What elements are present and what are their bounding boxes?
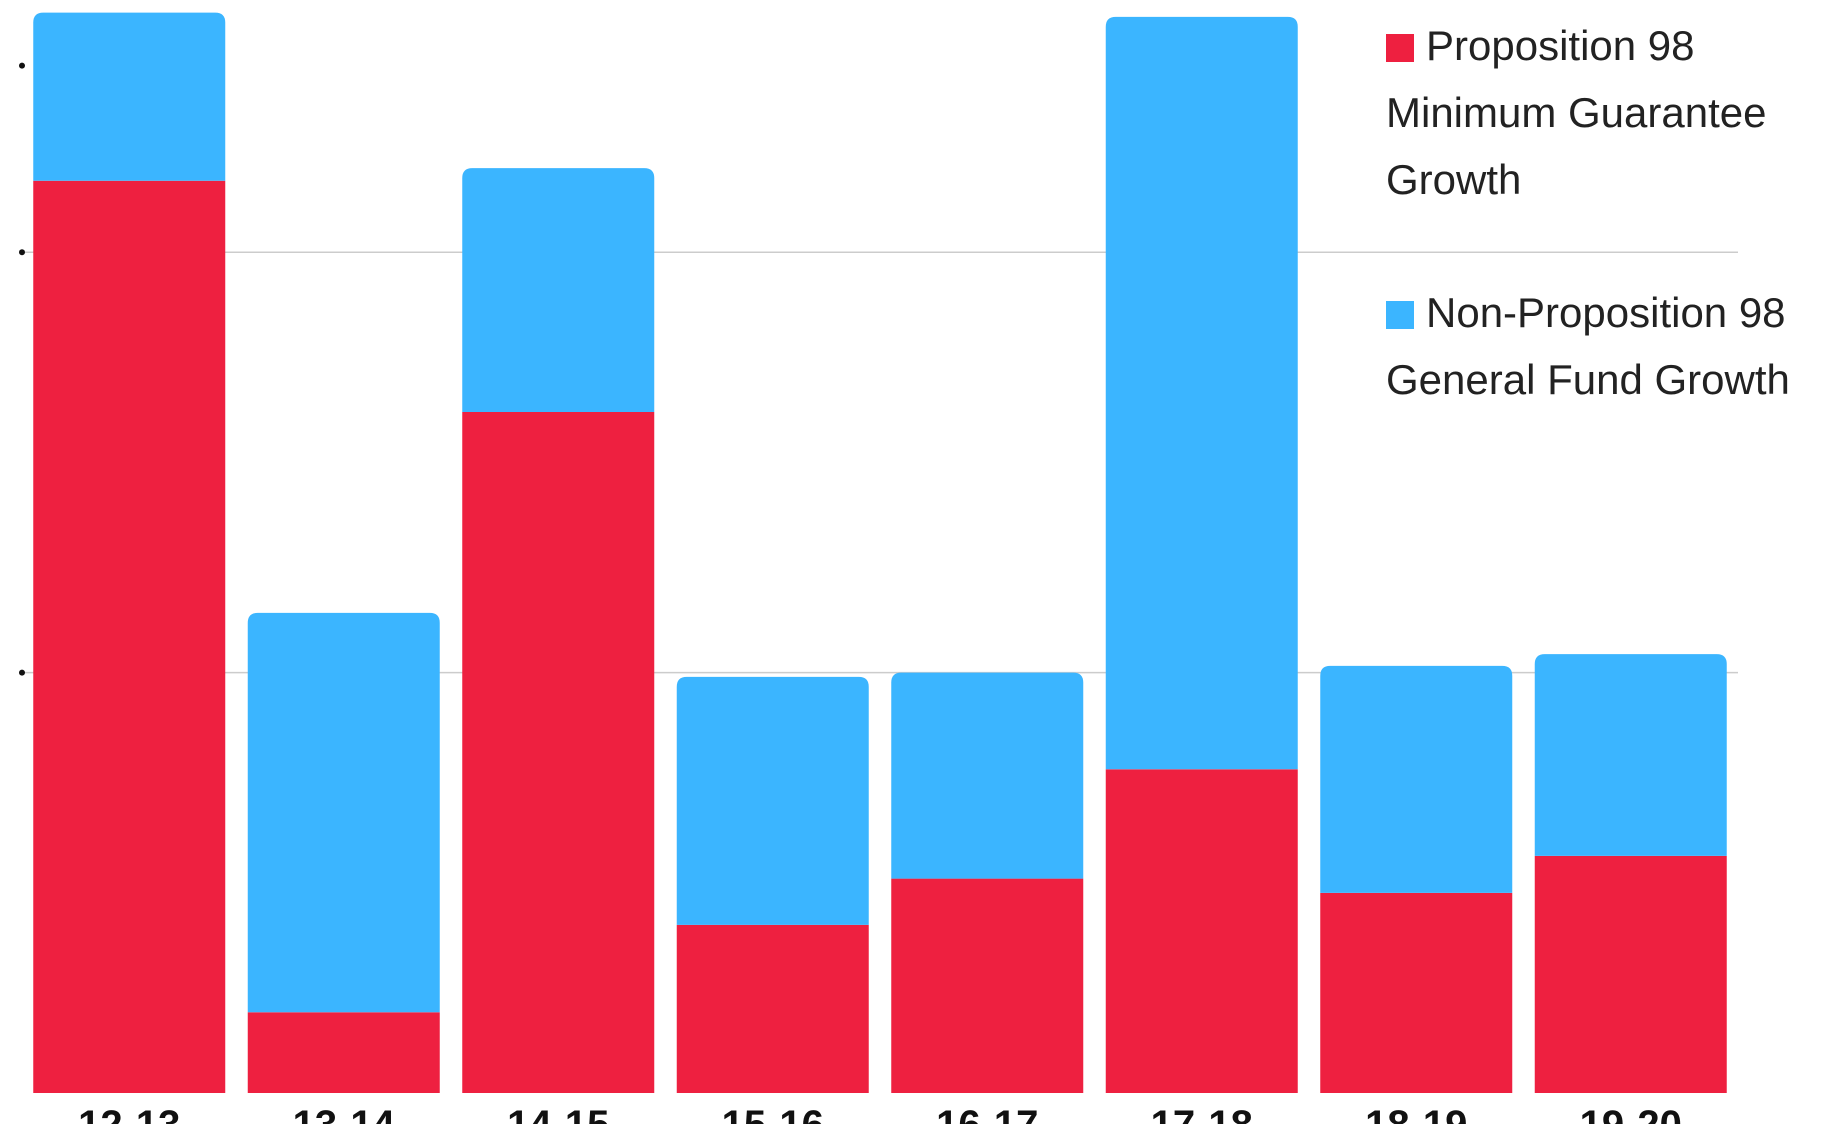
bar-19-20-series-1 <box>1534 654 1727 856</box>
legend-label-line: Non-Proposition 98 <box>1426 289 1786 336</box>
legend-item-1: Non-Proposition 98 General Fund Growth <box>1386 289 1790 403</box>
y-tick-mark-2 <box>19 62 25 69</box>
bar-18-19-series-1 <box>1320 665 1513 893</box>
bar-17-18-series-1 <box>1105 16 1298 770</box>
x-tick-label-15-16: 15-16 <box>722 1103 824 1124</box>
bar-16-17-series-1 <box>891 672 1084 879</box>
bar-18-19-series-0 <box>1320 892 1513 1093</box>
bar-16-17-series-0 <box>891 878 1084 1093</box>
y-tick-mark-0 <box>19 669 25 676</box>
legend-item-0: Proposition 98 Minimum Guarantee Growth <box>1386 22 1766 203</box>
x-tick-label-12-13: 12-13 <box>78 1103 180 1124</box>
legend-label-line: Proposition 98 <box>1426 22 1695 69</box>
bar-14-15-series-0 <box>462 411 655 1093</box>
bar-13-14-series-0 <box>247 1012 440 1093</box>
bar-12-13-series-1 <box>33 12 226 181</box>
bar-19-20-series-0 <box>1534 855 1727 1093</box>
legend-label-line: Growth <box>1386 156 1521 203</box>
x-tick-label-16-17: 16-17 <box>936 1103 1038 1124</box>
x-tick-label-13-14: 13-14 <box>293 1103 396 1124</box>
x-axis-ticks: 12-13 13-14 14-15 15-16 16-17 17-18 18-19 19-20 <box>78 1103 1682 1129</box>
x-tick-label-19-20: 19-20 <box>1580 1103 1682 1124</box>
blue-square-icon <box>1386 301 1414 329</box>
bar-17-18-series-0 <box>1105 769 1298 1093</box>
bar-13-14-series-1 <box>247 612 440 1013</box>
legend: Proposition 98 Minimum Guarantee Growth Non… <box>1386 22 1790 403</box>
y-tick-mark-1 <box>19 249 25 256</box>
x-tick-label-14-15: 14-15 <box>507 1103 609 1124</box>
x-tick-label-17-18: 17-18 <box>1151 1103 1253 1124</box>
red-square-icon <box>1386 34 1414 62</box>
legend-label-line: General Fund Growth <box>1386 356 1790 403</box>
bars <box>33 12 1727 1093</box>
bar-15-16-series-1 <box>676 676 869 925</box>
bar-12-13-series-0 <box>33 180 226 1093</box>
legend-label-line: Minimum Guarantee <box>1386 89 1766 136</box>
bar-15-16-series-0 <box>676 924 869 1093</box>
bar-14-15-series-1 <box>462 168 655 412</box>
x-tick-label-18-19: 18-19 <box>1365 1103 1467 1124</box>
